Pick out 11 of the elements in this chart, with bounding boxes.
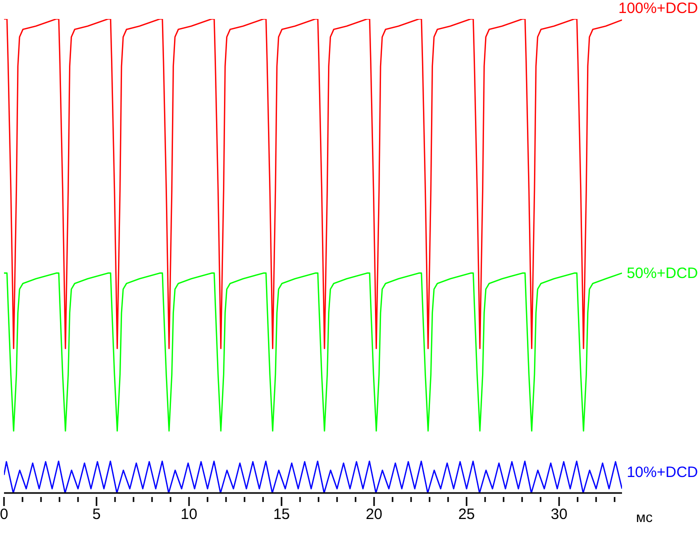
x-tick-label: 10 <box>180 506 198 523</box>
series-label: 10%+DCD <box>626 464 698 482</box>
x-tick-label: 0 <box>0 506 8 523</box>
x-tick-label: 20 <box>366 506 382 523</box>
x-tick-label: 30 <box>550 506 568 523</box>
x-tick-label: 5 <box>92 506 101 523</box>
x-tick-label: 15 <box>273 506 290 523</box>
series-label: 100%+DCD <box>618 0 698 17</box>
x-axis-title: мс <box>636 509 653 525</box>
series-label: 50%+DCD <box>626 265 698 282</box>
x-tick-label: 25 <box>458 506 475 523</box>
